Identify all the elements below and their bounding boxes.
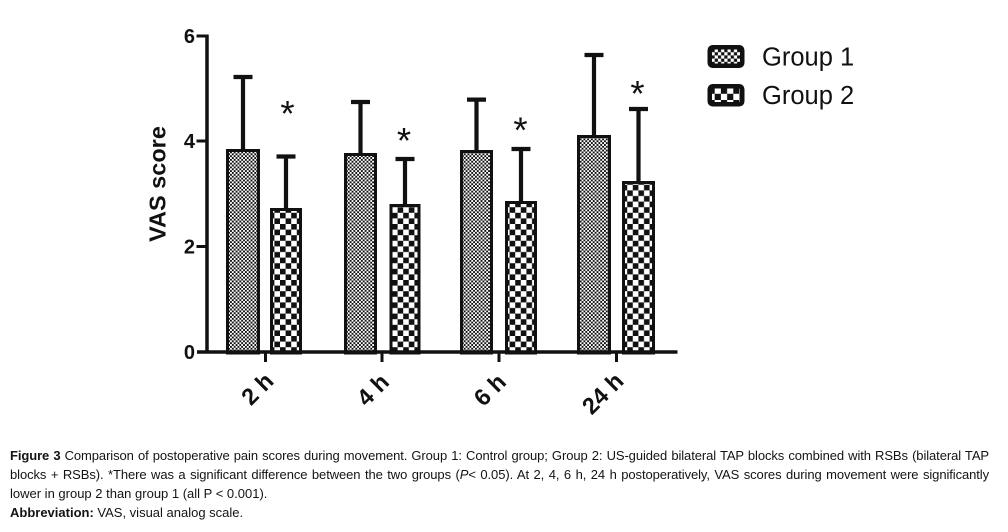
svg-text:Group 1: Group 1 <box>762 44 854 72</box>
svg-text:0: 0 <box>184 342 195 364</box>
svg-text:4: 4 <box>184 131 196 153</box>
svg-text:VAS score: VAS score <box>145 126 171 242</box>
svg-text:2 h: 2 h <box>236 368 278 410</box>
svg-text:*: * <box>513 110 527 151</box>
svg-text:*: * <box>397 120 411 161</box>
svg-text:24 h: 24 h <box>577 368 629 420</box>
svg-text:*: * <box>280 93 294 134</box>
svg-text:2: 2 <box>184 237 195 259</box>
svg-text:Group 2: Group 2 <box>762 82 854 110</box>
svg-text:*: * <box>630 73 644 114</box>
svg-text:6: 6 <box>184 26 195 48</box>
svg-text:4 h: 4 h <box>352 369 394 411</box>
svg-text:6 h: 6 h <box>469 369 511 411</box>
